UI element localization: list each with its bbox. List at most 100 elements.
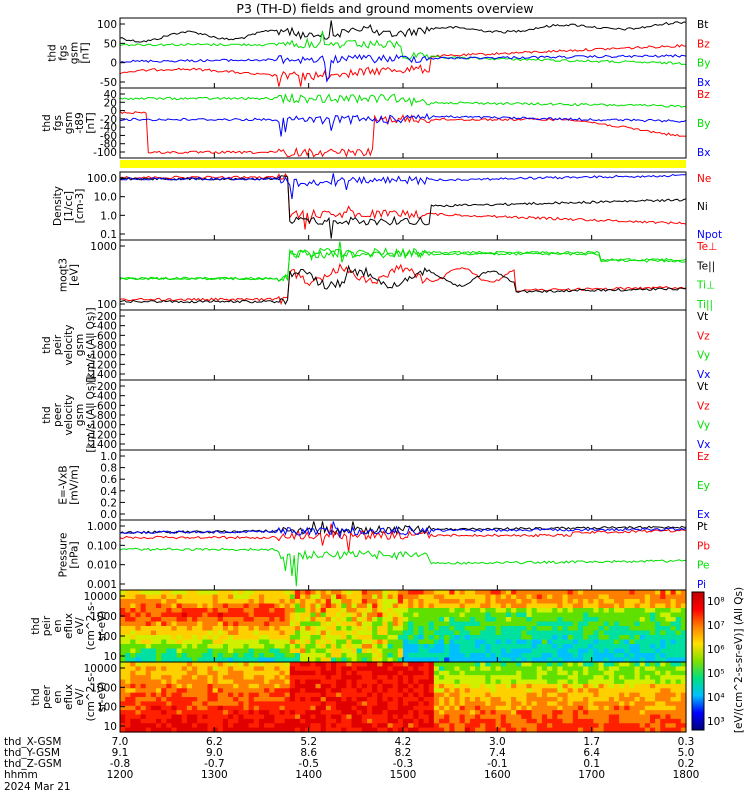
spec-cell [222,608,229,614]
spec-cell [279,714,286,720]
spec-cell [588,612,594,618]
spec-cell [428,626,435,632]
spec-cell [166,617,173,623]
y-axis-title-line: [mV/m] [69,465,81,504]
spec-cell [156,718,162,724]
spec-cell [665,714,672,720]
spec-cell [439,653,445,659]
spec-cell [202,657,209,663]
spec-cell [655,599,661,605]
spec-cell [356,657,363,663]
spec-cell [150,617,157,623]
spec-cell [156,621,162,627]
spec-cell [526,635,533,641]
spec-cell [660,608,667,614]
spec-cell [480,621,486,627]
spec-cell [469,675,476,681]
spec-cell [459,710,466,716]
spec-cell [382,701,389,707]
spec-cell [397,705,404,711]
spec-cell [320,675,327,681]
spec-cell [248,723,255,729]
spec-cell [228,679,234,685]
spec-cell [150,657,157,663]
spec-cell [171,675,178,681]
spec-cell [475,688,481,694]
spec-cell [541,590,548,596]
spec-cell [495,710,502,716]
spec-cell [310,648,317,654]
spec-cell [603,621,610,627]
spec-cell [186,675,193,681]
spec-cell [547,639,553,645]
spec-cell [480,688,486,694]
spec-cell [439,697,445,702]
spec-cell [392,648,399,654]
spec-cell [356,635,363,641]
spec-cell [279,612,286,618]
spec-cell [125,630,131,636]
spec-cell [212,626,219,632]
spec-cell [397,692,404,698]
y-axis-title-line: peer [52,402,64,427]
spec-cell [593,594,600,600]
spec-cell [469,612,476,618]
spec-cell [258,617,265,623]
spec-cell [305,727,311,733]
spec-cell [408,612,414,618]
spec-cell [382,723,389,729]
spec-cell [305,648,311,654]
spec-cell [526,714,533,720]
panel-elec_spec: 10000100010010thdpeerenefluxeV/(cm^2-s-s… [30,661,687,733]
spec-cell [248,630,255,636]
spec-cell [238,675,245,681]
spec-cell [274,639,281,645]
spec-cell [336,599,342,605]
spec-cell [186,666,193,672]
spec-cell [593,657,600,663]
spec-cell [588,679,594,685]
spec-cell [588,626,594,632]
spec-cell [670,710,677,716]
spec-cell [228,705,234,711]
spec-cell [330,608,337,614]
spec-cell [531,688,538,694]
spec-cell [310,675,317,681]
spec-cell [300,603,306,609]
spec-cell [505,612,512,618]
spec-cell [593,718,600,724]
spec-cell [171,608,178,614]
spec-cell [258,666,265,672]
spec-cell [125,710,131,716]
spec-cell [387,714,394,720]
y-tick-label: 100 [97,299,117,311]
spec-cell [608,644,615,650]
spec-cell [248,594,255,600]
spec-cell [248,648,255,654]
spec-cell [593,626,600,632]
spec-cell [233,718,239,724]
spec-cell [639,666,646,672]
spec-cell [649,621,656,627]
spec-cell [279,648,286,654]
spec-cell [423,675,430,681]
spec-cell [387,603,394,609]
spec-cell [243,723,250,729]
spec-cell [634,626,641,632]
spec-cell [665,644,672,650]
spec-cell [284,670,291,676]
spec-cell [536,612,543,618]
spec-cell [516,599,522,605]
spec-cell [439,657,445,663]
spec-cell [140,594,147,600]
spec-cell [269,679,275,685]
spec-cell [377,612,384,618]
spec-cell [269,603,275,609]
spec-cell [217,688,224,694]
spec-cell [680,630,687,636]
spec-cell [269,648,275,654]
spec-cell [413,662,420,667]
spec-cell [310,666,317,672]
spec-cell [310,718,317,724]
spec-cell [197,603,203,609]
